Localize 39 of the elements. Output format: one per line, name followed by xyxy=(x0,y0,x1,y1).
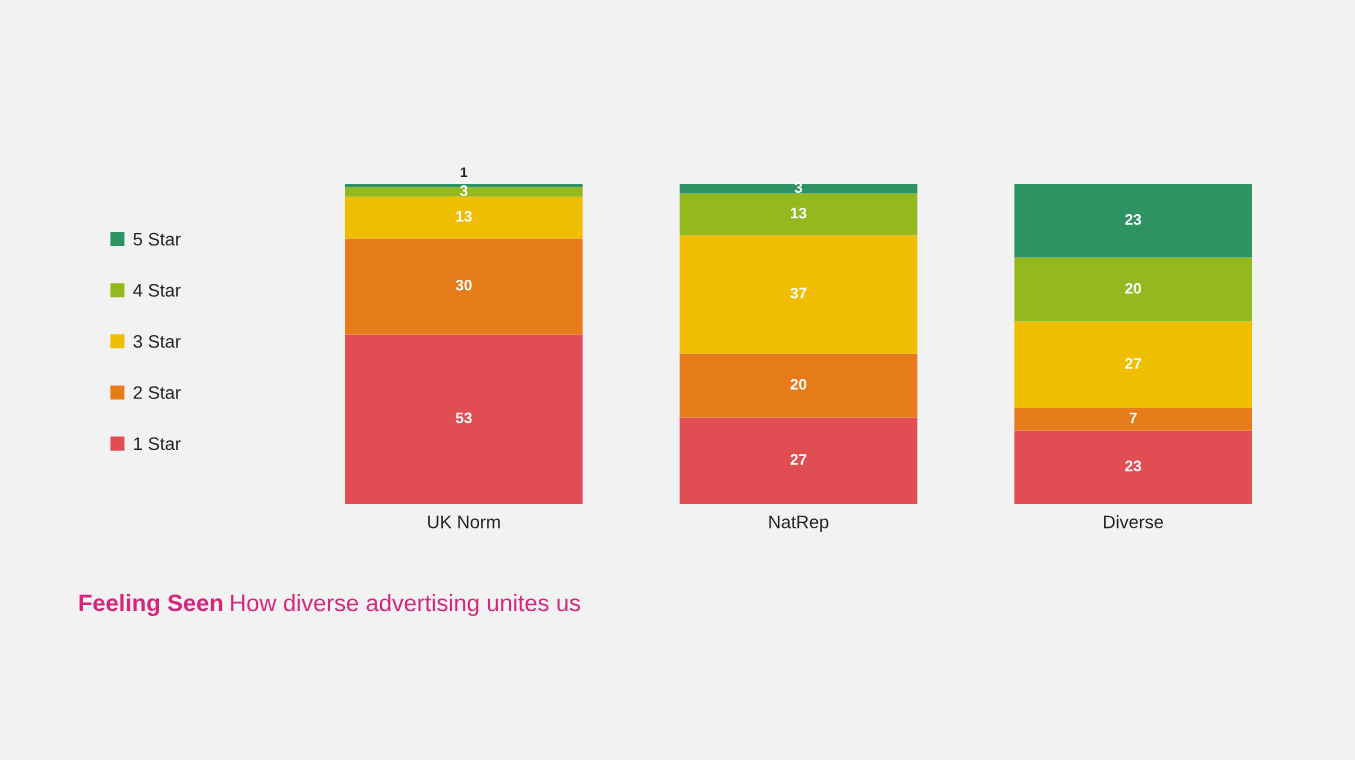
data-label: 13 xyxy=(456,210,472,222)
data-label: 7 xyxy=(1129,412,1137,424)
bar xyxy=(1014,257,1252,322)
bar xyxy=(1014,184,1252,258)
data-label: 3 xyxy=(794,182,803,193)
text: Feeling Seen xyxy=(79,593,223,617)
legend-label: 1 Star xyxy=(134,437,181,451)
bar xyxy=(1014,408,1252,431)
data-label: 23 xyxy=(1125,460,1142,472)
legend-label: 3 Star xyxy=(133,335,181,348)
bar xyxy=(345,196,583,239)
data-label: 13 xyxy=(790,207,807,219)
data-label: 27 xyxy=(790,454,807,465)
bar xyxy=(679,184,918,194)
x-tick-label: NatRep xyxy=(769,515,829,532)
bar xyxy=(1014,430,1252,504)
data-label: 1 xyxy=(460,167,468,177)
text: How diverse advertising unites us xyxy=(231,593,581,616)
data-label: 30 xyxy=(455,279,472,291)
bar xyxy=(679,417,918,504)
data-label: 3 xyxy=(459,185,468,197)
bar xyxy=(679,193,918,236)
bar xyxy=(679,235,918,354)
bar xyxy=(345,334,583,504)
bar xyxy=(345,187,583,197)
bar xyxy=(345,238,583,335)
legend-label: 4 Star xyxy=(133,283,181,297)
data-label: 37 xyxy=(790,287,807,299)
data-label: 20 xyxy=(1125,282,1142,294)
bar xyxy=(1014,321,1252,408)
legend-label: 5 Star xyxy=(133,232,181,246)
bar xyxy=(679,353,918,418)
data-label: 20 xyxy=(790,378,807,390)
data-label: 53 xyxy=(455,412,472,424)
data-label: 23 xyxy=(1125,214,1142,225)
x-tick-label: Diverse xyxy=(1104,515,1163,529)
x-tick-label: UK Norm xyxy=(428,515,500,529)
legend-label: 2 Star xyxy=(133,386,181,399)
data-label: 27 xyxy=(1125,358,1141,369)
